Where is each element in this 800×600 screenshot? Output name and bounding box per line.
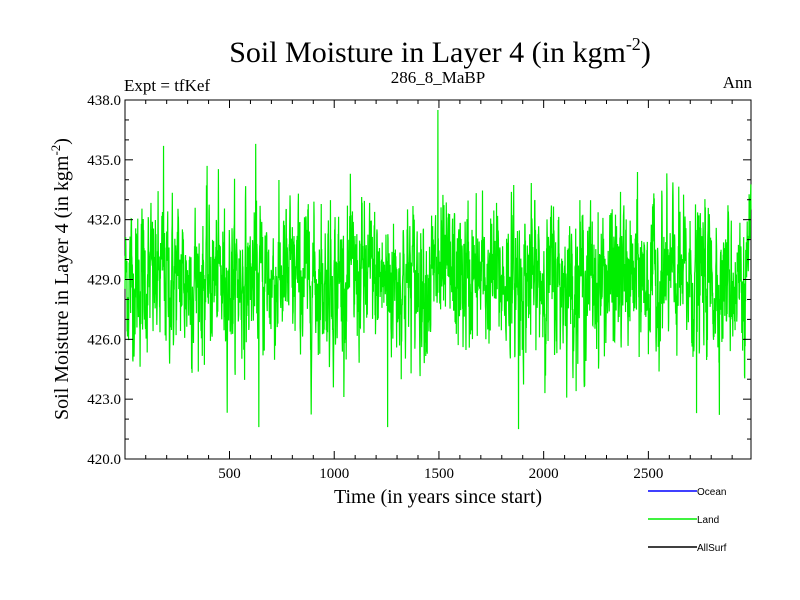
series-group xyxy=(124,109,752,430)
y-tick-label: 438.0 xyxy=(87,93,121,109)
legend: Ocean Land AllSurf xyxy=(648,487,727,554)
y-axis-label: Soil Moisture in Layer 4 (in kgm-2) xyxy=(48,138,73,420)
y-tick-label: 435.0 xyxy=(87,153,121,169)
y-tick-label: 420.0 xyxy=(87,452,121,468)
chart-title-sup: -2 xyxy=(626,34,641,54)
y-tick-label: 432.0 xyxy=(87,213,121,229)
x-tick-label: 500 xyxy=(218,466,241,482)
subtitle-center: 286_8_MaBP xyxy=(391,68,485,87)
x-tick-label: 2000 xyxy=(529,466,559,482)
series-line-land xyxy=(124,109,752,430)
subtitle-right: Ann xyxy=(723,73,753,92)
x-tick-label: 1500 xyxy=(424,466,454,482)
chart-title: Soil Moisture in Layer 4 (in kgm-2) xyxy=(229,34,651,69)
x-tick-label: 1000 xyxy=(319,466,349,482)
y-tick-label: 423.0 xyxy=(87,392,121,408)
subtitle-left: Expt = tfKef xyxy=(124,76,210,95)
x-tick-label: 2500 xyxy=(633,466,663,482)
x-axis-label: Time (in years since start) xyxy=(334,486,542,508)
legend-label-land: Land xyxy=(697,515,719,526)
x-axis-ticks: 500 1000 1500 2000 2500 xyxy=(145,100,733,482)
chart-title-close: ) xyxy=(641,36,651,69)
y-axis-label-main: Soil Moisture in Layer 4 (in kgm xyxy=(51,155,73,420)
y-axis-label-sup: -2 xyxy=(48,145,63,156)
chart-title-main: Soil Moisture in Layer 4 (in kgm xyxy=(229,36,626,69)
y-axis-ticks: 420.0 423.0 426.0 429.0 432.0 435.0 438.0 xyxy=(87,93,751,468)
y-axis-label-close: ) xyxy=(51,138,73,145)
y-tick-label: 429.0 xyxy=(87,273,121,289)
legend-label-allsurf: AllSurf xyxy=(697,543,727,554)
y-tick-label: 426.0 xyxy=(87,332,121,348)
legend-label-ocean: Ocean xyxy=(697,487,726,498)
